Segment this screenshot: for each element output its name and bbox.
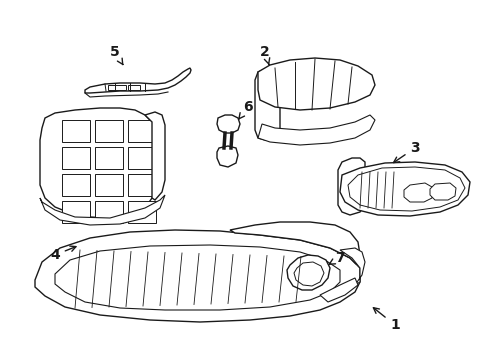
Text: 1: 1 xyxy=(373,308,399,332)
Polygon shape xyxy=(229,222,359,264)
Text: 5: 5 xyxy=(110,45,122,64)
Polygon shape xyxy=(128,174,156,196)
Polygon shape xyxy=(35,230,359,322)
Polygon shape xyxy=(258,115,374,145)
Polygon shape xyxy=(108,85,126,90)
Polygon shape xyxy=(254,68,280,140)
Polygon shape xyxy=(95,201,123,223)
Polygon shape xyxy=(337,158,364,215)
Polygon shape xyxy=(40,195,164,225)
Polygon shape xyxy=(258,58,374,110)
Polygon shape xyxy=(55,245,339,310)
Polygon shape xyxy=(217,115,240,133)
Polygon shape xyxy=(128,85,140,90)
Text: 6: 6 xyxy=(238,100,252,119)
Polygon shape xyxy=(128,201,156,223)
Polygon shape xyxy=(217,146,238,167)
Polygon shape xyxy=(128,147,156,169)
Polygon shape xyxy=(62,120,90,142)
Polygon shape xyxy=(85,68,191,93)
Polygon shape xyxy=(40,108,155,218)
Polygon shape xyxy=(347,167,464,211)
Polygon shape xyxy=(339,248,364,285)
Polygon shape xyxy=(429,183,455,200)
Polygon shape xyxy=(128,120,156,142)
Polygon shape xyxy=(62,174,90,196)
Polygon shape xyxy=(145,112,164,200)
Text: 4: 4 xyxy=(50,246,76,262)
Polygon shape xyxy=(62,201,90,223)
Polygon shape xyxy=(319,278,357,302)
Polygon shape xyxy=(62,147,90,169)
Polygon shape xyxy=(95,147,123,169)
Polygon shape xyxy=(95,120,123,142)
Text: 3: 3 xyxy=(393,141,419,163)
Polygon shape xyxy=(339,162,469,216)
Polygon shape xyxy=(403,183,431,202)
Text: 2: 2 xyxy=(260,45,269,64)
Polygon shape xyxy=(95,174,123,196)
Polygon shape xyxy=(286,255,329,290)
Polygon shape xyxy=(293,262,324,286)
Text: 7: 7 xyxy=(328,251,344,265)
